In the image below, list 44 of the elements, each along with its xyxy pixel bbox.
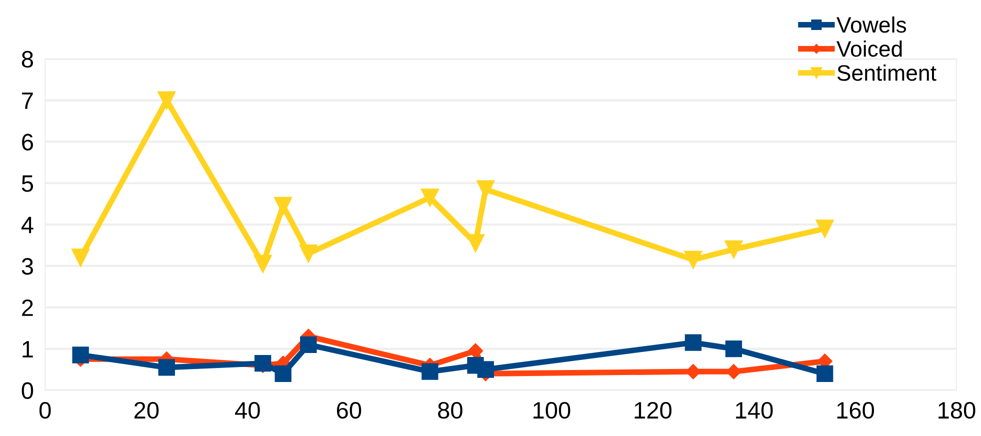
x-tick-label: 40 [235, 402, 260, 419]
point [724, 240, 743, 258]
point [684, 250, 702, 269]
point [725, 340, 742, 358]
y-tick-label: 1 [22, 341, 33, 358]
y-tick-label: 2 [22, 299, 33, 316]
point [684, 334, 702, 351]
point [299, 244, 318, 263]
x-tick-label: 160 [837, 402, 874, 419]
y-tick-label: 5 [22, 175, 34, 192]
point [816, 365, 834, 382]
point [422, 363, 438, 380]
legend-label: Sentiment [837, 64, 936, 81]
y-tick-label: 8 [22, 50, 33, 68]
x-tick-label: 60 [336, 402, 362, 419]
y-tick-label: 4 [21, 216, 34, 234]
x-tick-label: 80 [438, 402, 462, 419]
x-tick-label: 140 [736, 402, 773, 419]
x-tick-label: 100 [534, 402, 570, 419]
x-tick-label: 180 [938, 402, 976, 419]
y-tick-label: 0 [22, 382, 34, 400]
point [726, 364, 742, 380]
point [254, 254, 272, 273]
y-tick-label: 6 [22, 134, 33, 150]
point [476, 180, 495, 198]
point [468, 343, 484, 358]
point [420, 188, 439, 207]
y-tick-label: 3 [22, 258, 33, 275]
x-tick-label: 20 [134, 402, 159, 419]
y-tick-label: 7 [22, 92, 33, 109]
point [72, 346, 89, 364]
point [816, 220, 834, 238]
point [158, 91, 176, 110]
point [254, 354, 272, 372]
x-tick-label: 120 [634, 402, 672, 419]
point [158, 359, 175, 376]
x-tick-label: 0 [39, 402, 51, 419]
legend-label: Vowels [836, 16, 906, 33]
point [274, 196, 292, 215]
point [72, 248, 90, 267]
legend-label: Voiced [836, 40, 902, 57]
point [300, 336, 317, 353]
point [477, 361, 494, 378]
point [274, 365, 292, 382]
